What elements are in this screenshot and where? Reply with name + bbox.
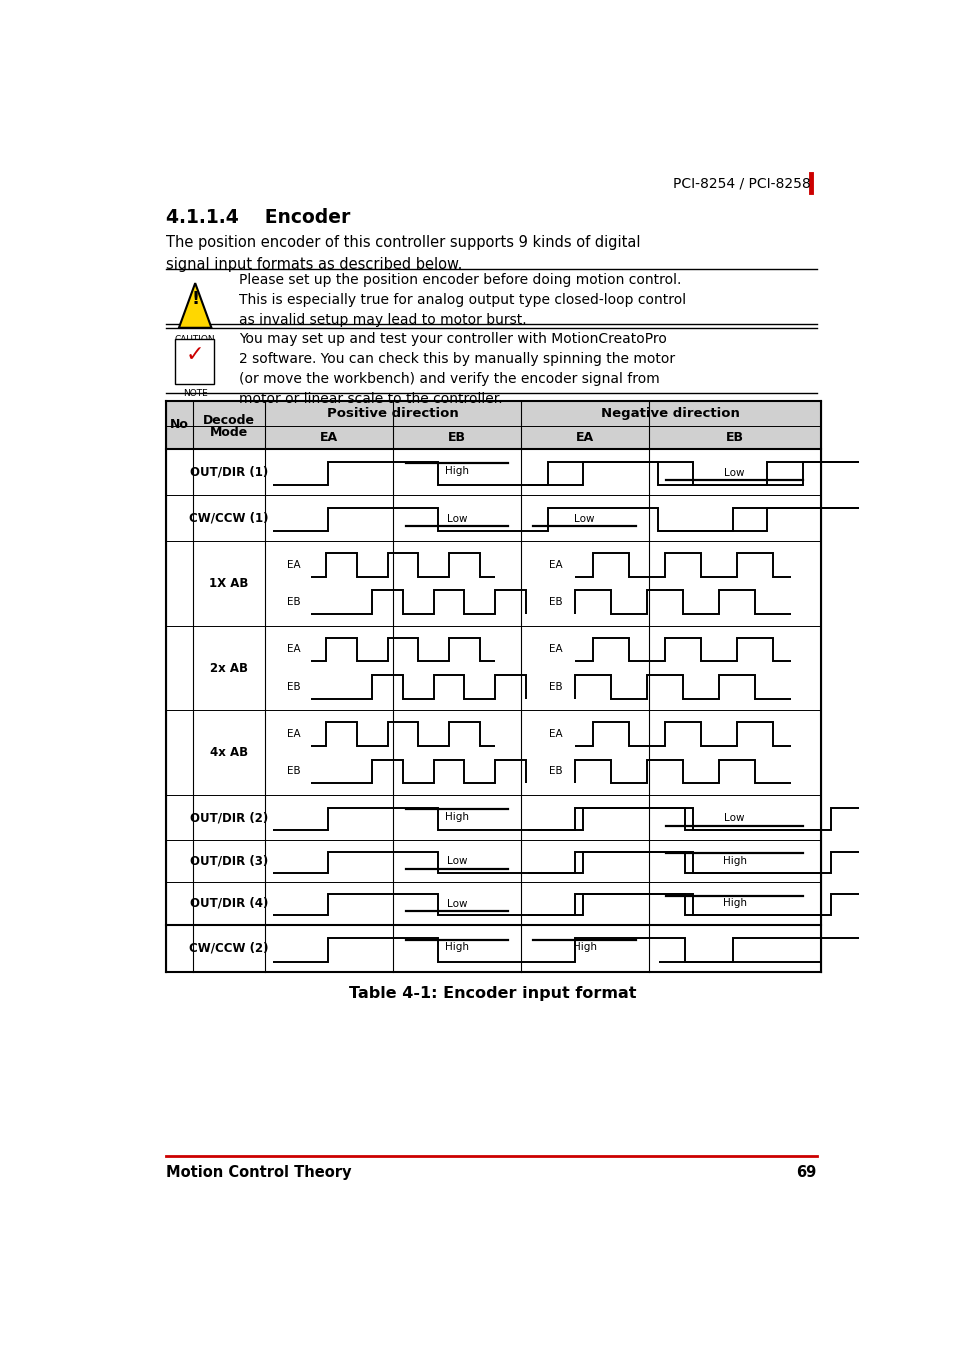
Bar — [166, 402, 820, 426]
Text: EA: EA — [319, 431, 337, 443]
Text: CW/CCW (2): CW/CCW (2) — [189, 942, 269, 955]
Text: EB: EB — [549, 681, 562, 692]
Text: 1X AB: 1X AB — [209, 577, 249, 589]
Text: NOTE: NOTE — [183, 388, 208, 397]
Text: EB: EB — [549, 767, 562, 776]
Text: Negative direction: Negative direction — [600, 407, 740, 419]
Text: EB: EB — [287, 681, 300, 692]
Text: This is especially true for analog output type closed-loop control: This is especially true for analog outpu… — [239, 293, 686, 307]
Text: High: High — [444, 466, 468, 476]
Text: High: High — [444, 811, 468, 822]
Text: EB: EB — [549, 598, 562, 607]
Text: Low: Low — [446, 514, 467, 525]
Text: Mode: Mode — [210, 426, 248, 439]
Text: High: High — [721, 898, 746, 909]
Text: CW/CCW (1): CW/CCW (1) — [189, 511, 269, 525]
Text: OUT/DIR (4): OUT/DIR (4) — [190, 896, 268, 910]
Text: EB: EB — [287, 767, 300, 776]
Text: EA: EA — [287, 729, 300, 740]
Text: (or move the workbench) and verify the encoder signal from: (or move the workbench) and verify the e… — [239, 372, 659, 387]
Polygon shape — [179, 283, 212, 327]
Text: 4x AB: 4x AB — [210, 746, 248, 760]
Text: EA: EA — [287, 645, 300, 654]
Text: OUT/DIR (3): OUT/DIR (3) — [190, 854, 268, 868]
Text: Low: Low — [574, 514, 595, 525]
Text: EA: EA — [549, 729, 562, 740]
Text: motor or linear scale to the controller.: motor or linear scale to the controller. — [239, 392, 502, 407]
Text: Low: Low — [723, 814, 744, 823]
Text: No: No — [170, 418, 189, 431]
Text: Low: Low — [723, 468, 744, 477]
Text: Motion Control Theory: Motion Control Theory — [166, 1165, 351, 1180]
Text: Low: Low — [446, 899, 467, 909]
Text: 2 software. You can check this by manually spinning the motor: 2 software. You can check this by manual… — [239, 353, 675, 366]
Text: signal input formats as described below.: signal input formats as described below. — [166, 257, 461, 272]
Text: OUT/DIR (2): OUT/DIR (2) — [190, 811, 268, 823]
Text: Positive direction: Positive direction — [327, 407, 458, 419]
Text: High: High — [572, 942, 596, 952]
FancyBboxPatch shape — [174, 339, 213, 384]
Text: EA: EA — [287, 560, 300, 569]
Text: CAUTION: CAUTION — [174, 335, 215, 345]
Text: High: High — [721, 856, 746, 865]
Text: EA: EA — [575, 431, 593, 443]
Text: Low: Low — [446, 856, 467, 867]
Text: EB: EB — [447, 431, 465, 443]
Text: EA: EA — [549, 560, 562, 569]
Text: EB: EB — [287, 598, 300, 607]
Text: High: High — [444, 942, 468, 952]
Text: OUT/DIR (1): OUT/DIR (1) — [190, 465, 268, 479]
Text: Decode: Decode — [203, 415, 254, 427]
Text: Table 4-1: Encoder input format: Table 4-1: Encoder input format — [349, 986, 637, 1000]
Text: 69: 69 — [796, 1165, 816, 1180]
Text: EA: EA — [549, 645, 562, 654]
Text: You may set up and test your controller with MotionCreatoPro: You may set up and test your controller … — [239, 333, 666, 346]
Text: 2x AB: 2x AB — [210, 661, 248, 675]
Text: ✓: ✓ — [186, 345, 204, 365]
Text: PCI-8254 / PCI-8258: PCI-8254 / PCI-8258 — [672, 176, 810, 191]
Text: The position encoder of this controller supports 9 kinds of digital: The position encoder of this controller … — [166, 235, 639, 250]
Text: EB: EB — [725, 431, 742, 443]
Text: as invalid setup may lead to motor burst.: as invalid setup may lead to motor burst… — [239, 314, 526, 327]
Text: 4.1.1.4    Encoder: 4.1.1.4 Encoder — [166, 208, 350, 227]
Bar — [166, 426, 820, 449]
Text: !: ! — [191, 289, 199, 308]
Text: Please set up the position encoder before doing motion control.: Please set up the position encoder befor… — [239, 273, 681, 287]
